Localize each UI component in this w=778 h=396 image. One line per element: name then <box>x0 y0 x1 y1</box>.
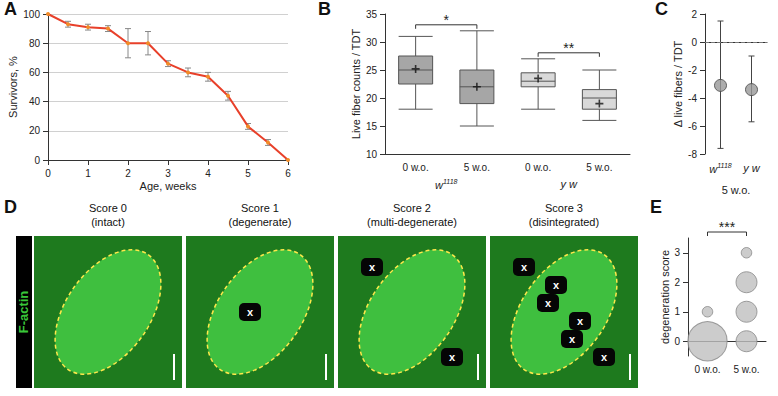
svg-text:w: w <box>709 163 718 175</box>
svg-text:4: 4 <box>205 168 211 179</box>
svg-text:0: 0 <box>34 155 40 166</box>
svg-text:degeneration score: degeneration score <box>659 250 671 344</box>
svg-text:C: C <box>655 0 668 19</box>
svg-text:0 w.o.: 0 w.o. <box>403 162 429 173</box>
svg-text:25: 25 <box>366 65 378 76</box>
svg-text:E: E <box>650 197 662 217</box>
svg-text:x: x <box>521 261 528 273</box>
svg-text:Score 1: Score 1 <box>241 202 279 214</box>
svg-text:x: x <box>601 351 608 363</box>
svg-text:(degenerate): (degenerate) <box>229 216 292 228</box>
svg-text:Live fiber counts / TDT: Live fiber counts / TDT <box>350 28 362 139</box>
svg-text:5 w.o.: 5 w.o. <box>586 162 612 173</box>
svg-text:5 w.o.: 5 w.o. <box>733 364 759 375</box>
svg-text:2: 2 <box>691 9 697 20</box>
svg-text:Age, weeks: Age, weeks <box>140 180 197 192</box>
svg-text:x: x <box>577 315 584 327</box>
svg-text:Survivors, %: Survivors, % <box>7 56 19 118</box>
svg-text:w: w <box>435 179 443 191</box>
svg-text:-8: -8 <box>688 149 697 160</box>
svg-text:80: 80 <box>29 38 41 49</box>
svg-text:y w: y w <box>560 178 579 190</box>
svg-text:60: 60 <box>29 67 41 78</box>
svg-text:Δ live fibers / TDT: Δ live fibers / TDT <box>672 40 684 127</box>
svg-text:x: x <box>369 261 376 273</box>
svg-text:0 w.o.: 0 w.o. <box>525 162 551 173</box>
svg-text:3: 3 <box>674 247 680 258</box>
svg-text:A: A <box>4 0 17 19</box>
svg-text:1: 1 <box>85 168 91 179</box>
svg-text:0: 0 <box>45 168 51 179</box>
svg-text:2: 2 <box>674 277 680 288</box>
svg-text:*: * <box>444 12 450 28</box>
svg-text:0 w.o.: 0 w.o. <box>694 364 720 375</box>
svg-text:-4: -4 <box>688 93 697 104</box>
svg-text:***: *** <box>719 219 736 235</box>
svg-text:5 w.o.: 5 w.o. <box>722 184 751 196</box>
svg-text:5: 5 <box>245 168 251 179</box>
svg-text:3: 3 <box>165 168 171 179</box>
svg-text:Score 0: Score 0 <box>89 202 127 214</box>
svg-text:15: 15 <box>366 121 378 132</box>
svg-text:**: ** <box>563 40 574 56</box>
svg-text:35: 35 <box>366 9 378 20</box>
svg-text:6: 6 <box>285 168 291 179</box>
svg-text:30: 30 <box>366 37 378 48</box>
svg-text:40: 40 <box>29 96 41 107</box>
svg-text:2: 2 <box>125 168 131 179</box>
svg-text:-2: -2 <box>688 65 697 76</box>
svg-text:20: 20 <box>29 125 41 136</box>
svg-text:(multi-degenerate): (multi-degenerate) <box>367 216 457 228</box>
svg-text:Score 2: Score 2 <box>393 202 431 214</box>
svg-text:20: 20 <box>366 93 378 104</box>
svg-text:D: D <box>4 197 17 217</box>
svg-text:F-actin: F-actin <box>16 291 31 334</box>
svg-text:-6: -6 <box>688 121 697 132</box>
svg-text:Score 3: Score 3 <box>545 202 583 214</box>
svg-text:1118: 1118 <box>717 162 732 169</box>
svg-text:x: x <box>569 333 576 345</box>
svg-text:x: x <box>545 297 552 309</box>
svg-text:y w: y w <box>742 162 761 174</box>
svg-text:5 w.o.: 5 w.o. <box>464 162 490 173</box>
svg-text:x: x <box>247 306 254 318</box>
svg-text:0: 0 <box>691 37 697 48</box>
svg-text:0: 0 <box>674 336 680 347</box>
svg-text:10: 10 <box>366 149 378 160</box>
svg-text:1: 1 <box>674 306 680 317</box>
svg-text:B: B <box>318 0 331 19</box>
svg-text:(intact): (intact) <box>91 216 125 228</box>
svg-text:x: x <box>449 351 456 363</box>
svg-text:1118: 1118 <box>443 178 458 185</box>
svg-text:x: x <box>553 279 560 291</box>
svg-text:100: 100 <box>23 9 40 20</box>
svg-text:(disintegrated): (disintegrated) <box>529 216 599 228</box>
